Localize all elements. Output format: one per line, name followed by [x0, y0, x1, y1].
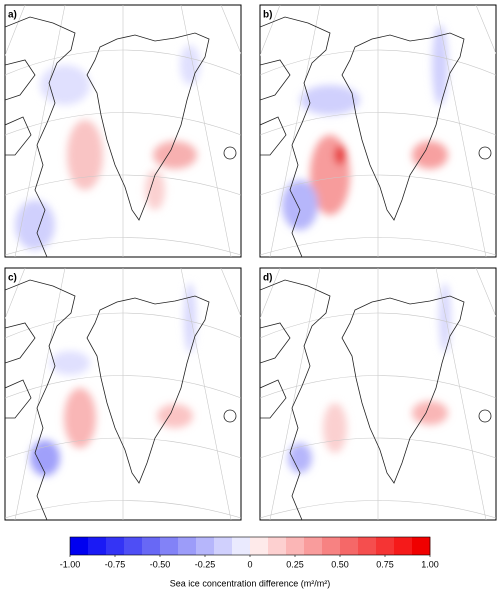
colorbar-bin: [88, 537, 107, 555]
colorbar-label: Sea ice concentration difference (m²/m²): [170, 578, 330, 588]
colorbar-bin: [358, 537, 377, 555]
tick-label: -0.25: [195, 559, 216, 569]
colorbar-bin: [304, 537, 323, 555]
tick-label: -0.50: [150, 559, 171, 569]
panel-label: d): [263, 273, 272, 284]
panel: a): [4, 4, 242, 258]
field: [30, 283, 196, 476]
colorbar-bin: [70, 537, 89, 555]
colorbar-bin: [160, 537, 179, 555]
colorbar-bin: [214, 537, 233, 555]
colorbar-bin: [124, 537, 143, 555]
panel: c): [4, 267, 242, 521]
tick-label: 0.50: [331, 559, 349, 569]
tick-label: 0.25: [286, 559, 304, 569]
colorbar: -1.00 -0.75 -0.50 -0.25 0 0.25 0.50 0.75 1.00: [60, 536, 439, 569]
colorbar-bin: [376, 537, 395, 555]
panel-label: b): [263, 10, 272, 21]
colorbar-bin: [142, 537, 161, 555]
tick-label: 1.00: [421, 559, 439, 569]
colorbar-bin: [394, 537, 413, 555]
tick-label: -1.00: [60, 559, 81, 569]
colorbar-bin: [250, 537, 269, 555]
panel: b): [259, 4, 497, 258]
colorbar-bin: [196, 537, 215, 555]
colorbar-bin: [106, 537, 125, 555]
field: [15, 45, 200, 250]
colorbar-bin: [268, 537, 287, 555]
colorbar-bin: [340, 537, 359, 555]
panel-label: a): [8, 10, 17, 21]
tick-label: 0: [247, 559, 252, 569]
panel: d): [259, 267, 497, 521]
panel-label: c): [8, 273, 17, 284]
tick-label: -0.75: [105, 559, 126, 569]
colorbar-bin: [322, 537, 341, 555]
field: [288, 283, 451, 473]
colorbar-bin: [232, 537, 251, 555]
colorbar-bin: [286, 537, 305, 555]
colorbar-bin: [412, 537, 431, 555]
colorbar-bin: [178, 537, 197, 555]
tick-label: 0.75: [376, 559, 394, 569]
